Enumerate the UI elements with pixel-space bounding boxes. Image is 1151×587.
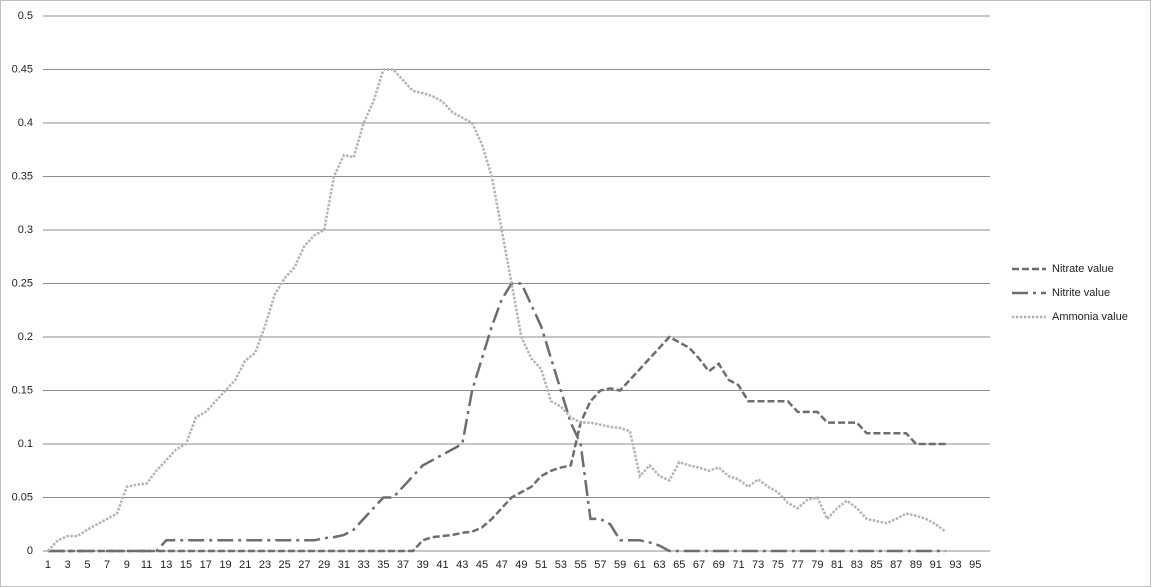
x-tick-label: 87 [890,559,902,571]
y-tick-label: 0.5 [18,10,33,22]
x-tick-label: 95 [969,559,981,571]
x-tick-label: 25 [279,559,291,571]
x-tick-label: 33 [357,559,369,571]
x-tick-label: 73 [752,559,764,571]
x-tick-label: 89 [910,559,922,571]
x-tick-label: 69 [713,559,725,571]
y-tick-label: 0 [27,545,33,557]
x-tick-label: 17 [200,559,212,571]
x-tick-label: 23 [259,559,271,571]
x-tick-label: 63 [653,559,665,571]
x-tick-label: 9 [124,559,130,571]
x-tick-label: 79 [811,559,823,571]
series-line [47,335,946,553]
series-line [47,282,946,553]
x-tick-label: 65 [673,559,685,571]
y-tick-label: 0.45 [12,63,33,75]
x-tick-label: 35 [377,559,389,571]
x-tick-label: 67 [693,559,705,571]
x-tick-label: 11 [141,559,152,571]
x-tick-label: 29 [318,559,330,571]
x-tick-label: 39 [417,559,429,571]
x-tick-label: 75 [772,559,784,571]
x-tick-label: 3 [65,559,71,571]
x-tick-label: 83 [851,559,863,571]
x-tick-label: 57 [594,559,606,571]
x-tick-label: 21 [239,559,251,571]
x-tick-label: 49 [515,559,527,571]
legend-label: Nitrate value [1052,263,1114,275]
x-tick-label: 91 [930,559,942,571]
y-tick-label: 0.2 [18,331,33,343]
x-tick-label: 85 [870,559,882,571]
y-tick-label: 0.3 [18,224,33,236]
x-tick-label: 41 [436,559,448,571]
x-tick-label: 5 [84,559,90,571]
y-tick-label: 0.05 [12,491,33,503]
x-tick-label: 61 [634,559,646,571]
x-tick-label: 19 [219,559,231,571]
y-tick-label: 0.1 [18,438,33,450]
x-tick-label: 77 [792,559,804,571]
x-tick-label: 27 [298,559,310,571]
x-tick-label: 37 [397,559,409,571]
legend-label: Nitrite value [1052,287,1110,299]
x-tick-label: 43 [456,559,468,571]
x-tick-label: 71 [732,559,744,571]
x-tick-label: 15 [180,559,192,571]
legend-label: Ammonia value [1052,311,1128,323]
y-tick-label: 0.4 [18,117,33,129]
x-tick-label: 93 [949,559,961,571]
x-tick-label: 13 [160,559,172,571]
x-tick-label: 45 [476,559,488,571]
x-tick-label: 59 [614,559,626,571]
x-tick-label: 81 [831,559,843,571]
x-tick-label: 53 [555,559,567,571]
x-tick-label: 55 [574,559,586,571]
y-tick-label: 0.35 [12,170,33,182]
series-line [47,68,947,552]
x-tick-label: 47 [496,559,508,571]
y-tick-label: 0.25 [12,277,33,289]
x-tick-label: 1 [45,559,51,571]
x-tick-label: 7 [104,559,110,571]
x-tick-label: 51 [535,559,547,571]
y-tick-label: 0.15 [12,384,33,396]
x-tick-label: 31 [338,559,350,571]
